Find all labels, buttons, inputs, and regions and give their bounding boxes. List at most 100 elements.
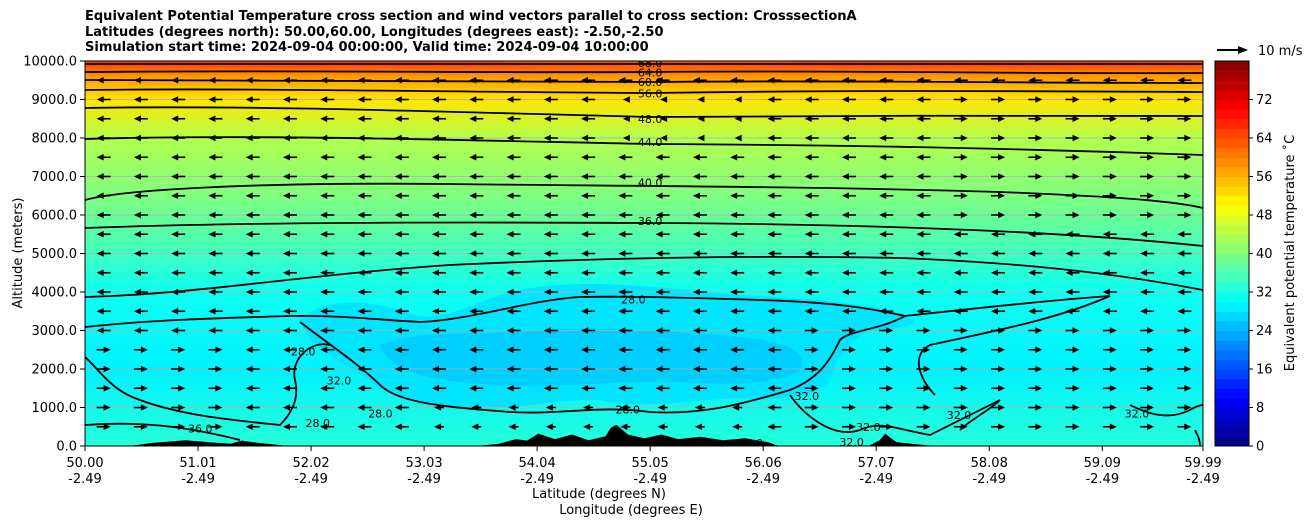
wind-vector-head	[508, 404, 516, 411]
wind-vector-head	[432, 250, 440, 257]
wind-vector-head	[879, 288, 887, 296]
wind-vector-head	[282, 288, 290, 296]
wind-vector-head	[282, 192, 290, 199]
wind-vector-head	[432, 308, 440, 315]
contour-label: 32.0	[947, 409, 972, 422]
wind-vector-head	[208, 154, 216, 161]
wind-vector-head	[543, 365, 551, 373]
wind-vector-head	[960, 134, 968, 142]
wind-vector-head	[171, 154, 179, 161]
wind-vector-head	[171, 134, 179, 142]
wind-vector-head	[282, 250, 290, 257]
colorbar-segment	[1215, 349, 1249, 360]
wind-vector-head	[923, 423, 931, 430]
wind-vector-head	[804, 250, 812, 257]
wind-vector-head	[916, 96, 924, 103]
wind-vector-head	[953, 231, 961, 238]
wind-vector-head	[622, 115, 630, 122]
wind-vector-head	[1184, 211, 1192, 219]
wind-vector-head	[655, 154, 663, 161]
wind-vector-head	[96, 288, 104, 296]
x-tick-label-lon: -2.49	[520, 472, 554, 487]
wind-vector-head	[282, 96, 290, 103]
wind-vector-head	[133, 77, 141, 84]
wind-vector-head	[320, 211, 328, 219]
wind-vector-head	[245, 308, 253, 315]
wind-vector-head	[357, 250, 365, 257]
wind-vector-head	[432, 288, 440, 296]
wind-vector-head	[1109, 327, 1117, 334]
y-tick-label: 7000.0	[32, 170, 78, 185]
colorbar-segment	[1215, 292, 1249, 303]
wind-vector-head	[469, 365, 477, 373]
wind-vector-head	[1177, 308, 1185, 315]
colorbar-segment	[1215, 109, 1249, 120]
wind-vector-head	[1140, 269, 1148, 276]
wind-vector-head	[618, 173, 626, 180]
wind-vector-head	[171, 173, 179, 180]
wind-vector-head	[692, 154, 700, 161]
wind-vector-head	[357, 308, 365, 315]
wind-vector-head	[618, 231, 626, 238]
wind-vector-head	[694, 404, 702, 411]
wind-vector-head	[208, 96, 216, 103]
wind-vector-head	[960, 346, 968, 353]
wind-vector-head	[1177, 288, 1185, 296]
colorbar-segment	[1215, 128, 1249, 139]
wind-vector-head	[215, 346, 223, 353]
wind-vector-head	[804, 173, 812, 180]
wind-vector-head	[320, 365, 328, 373]
wind-vector-head	[282, 327, 290, 334]
wind-vector-head	[434, 404, 442, 411]
y-axis-label: Altitude (meters)	[11, 198, 26, 309]
wind-vector-head	[581, 385, 589, 392]
colorbar-segment	[1215, 99, 1249, 110]
contour-label: 32.0	[856, 421, 881, 434]
wind-vector-head	[1177, 250, 1185, 257]
wind-vector-head	[1102, 308, 1110, 315]
wind-vector-head	[140, 365, 148, 373]
wind-vector-head	[1065, 308, 1073, 315]
wind-vector-head	[730, 231, 738, 238]
wind-vector-head	[320, 308, 328, 315]
wind-vector-head	[960, 404, 968, 411]
wind-vector-head	[245, 346, 253, 353]
wind-vector-head	[394, 250, 402, 257]
wind-vector-head	[841, 96, 849, 103]
wind-vector-head	[581, 115, 589, 122]
wind-vector-head	[879, 192, 887, 199]
wind-vector-head	[1065, 288, 1073, 296]
wind-vector-head	[1035, 96, 1043, 103]
colorbar-segment	[1215, 118, 1249, 129]
wind-vector-head	[960, 192, 968, 199]
contour-32-bottom-right	[1194, 429, 1201, 446]
wind-vector-head	[171, 192, 179, 199]
contour-28-right	[904, 295, 1111, 396]
wind-vector-head	[804, 96, 812, 103]
wind-vector-head	[730, 365, 738, 373]
wind-vector-head	[1072, 192, 1080, 199]
wind-vector-head	[1072, 423, 1080, 430]
wind-vector-head	[1072, 115, 1080, 122]
wind-vector-head	[245, 115, 253, 122]
y-tick-label: 1000.0	[32, 401, 78, 416]
colorbar-segment	[1215, 407, 1249, 418]
wind-vector-head	[923, 346, 931, 353]
x-tick-label-lat: 57.07	[858, 456, 895, 471]
wind-vector-head	[697, 115, 705, 122]
wind-vector-head	[133, 96, 141, 103]
wind-vector-head	[171, 115, 179, 122]
wind-vector-head	[916, 211, 924, 219]
wind-vector-head	[133, 211, 141, 219]
wind-vector-head	[215, 404, 223, 411]
wind-vector-head	[1140, 231, 1148, 238]
x-tick-label-lat: 53.03	[405, 456, 442, 471]
wind-vector-head	[620, 404, 628, 411]
contour-label: 32.0	[327, 375, 352, 388]
wind-vector-head	[1109, 134, 1117, 142]
wind-vector-head	[320, 192, 328, 199]
wind-vector-head	[171, 250, 179, 257]
wind-vector-head	[1028, 269, 1036, 276]
wind-vector-head	[953, 308, 961, 315]
colorbar-tick-label: 64	[1256, 132, 1273, 147]
